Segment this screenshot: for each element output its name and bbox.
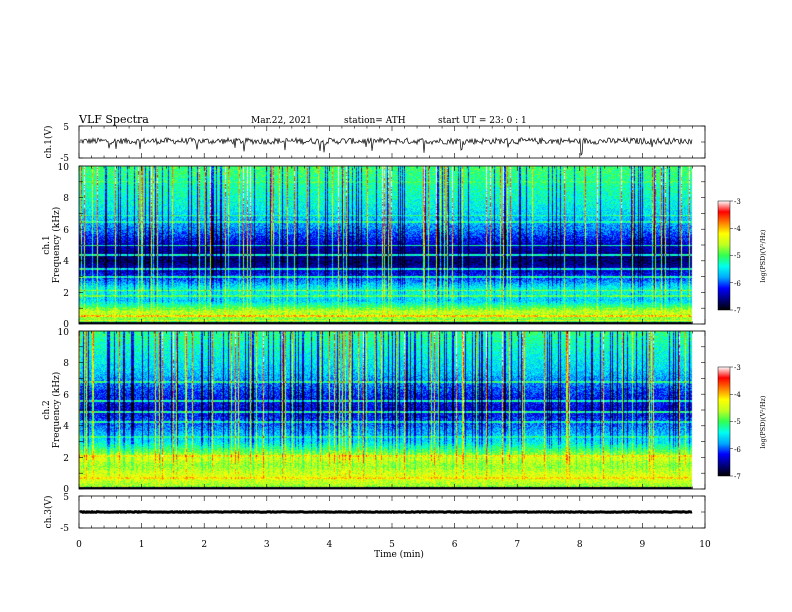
time-tick-label: 6 (452, 540, 458, 550)
ch2-ytick-2: 2 (63, 454, 69, 464)
ch1-colorbar-ticks (730, 200, 733, 311)
ch1-waveform-ylabel: ch.1(V) (43, 126, 54, 159)
ch2-colorbar-ticks (730, 366, 733, 477)
ch3-waveform-panel: 5 -5 ch.3(V) (43, 493, 706, 534)
time-tick-label: 3 (264, 540, 270, 550)
ch2-spectrogram-ylabel-channel: ch.2 (42, 400, 52, 419)
ch2-cb-tick-m7: -7 (734, 473, 741, 481)
ch2-colorbar: -3 -4 -5 -6 -7 log(PSD)(V²/Hz) (717, 364, 767, 481)
ch1-cb-tick-m4: -4 (734, 225, 741, 233)
ch1-cb-tick-m6: -6 (734, 280, 741, 288)
ch1-cb-tick-m5: -5 (734, 252, 741, 260)
ch1-ytick-4: 4 (63, 257, 69, 267)
ch3-waveform-ylabel: ch.3(V) (43, 496, 54, 529)
ch1-ytick-0: 0 (63, 320, 69, 330)
ch1-ytick-top: 5 (63, 123, 69, 133)
ch2-spectrogram-image (79, 331, 693, 489)
time-tick-label: 7 (514, 540, 520, 550)
time-axis: 0 1 2 3 4 5 6 7 8 9 10 (76, 540, 711, 550)
ch1-ytick-6: 6 (63, 226, 69, 236)
ch3-waveform-trace (79, 509, 693, 515)
time-tick-label: 10 (699, 540, 711, 550)
ch1-spectrogram-image (79, 166, 693, 324)
start-ut-label: start UT = 23: 0 : 1 (438, 116, 527, 126)
ch2-spectrogram-ylabel-frequency: Frequency (kHz) (51, 372, 62, 449)
ch1-waveform-ticks (78, 125, 706, 159)
ch2-ytick-8: 8 (63, 359, 69, 369)
ch3-ytick-top: 5 (63, 493, 69, 503)
ch1-colorbar-label: log(PSD)(V²/Hz) (759, 229, 767, 282)
ch2-cb-tick-m3: -3 (734, 364, 741, 372)
ch1-colorbar: -3 -4 -5 -6 -7 log(PSD)(V²/Hz) (717, 198, 767, 315)
ch1-cb-tick-m7: -7 (734, 307, 741, 315)
ch1-spectrogram-ylabel-frequency: Frequency (kHz) (51, 207, 62, 284)
ch1-ytick-8: 8 (63, 194, 69, 204)
ch2-ytick-0: 0 (63, 485, 69, 495)
ch2-colorbar-gradient (717, 366, 731, 477)
ch2-ytick-4: 4 (63, 422, 69, 432)
time-tick-label: 8 (577, 540, 583, 550)
time-tick-label: 4 (327, 540, 333, 550)
time-tick-label: 5 (389, 540, 395, 550)
time-tick-label: 2 (201, 540, 207, 550)
ch2-cb-tick-m5: -5 (734, 418, 741, 426)
ch1-waveform-panel: 5 -5 ch.1(V) (43, 123, 706, 164)
ch2-ytick-6: 6 (63, 391, 69, 401)
ch3-ytick-bottom: -5 (60, 524, 69, 534)
ch2-colorbar-label: log(PSD)(V²/Hz) (759, 395, 767, 448)
ch1-colorbar-gradient (717, 200, 731, 311)
ch1-waveform-trace (79, 136, 693, 156)
ch2-cb-tick-m4: -4 (734, 391, 741, 399)
figure-title: VLF Spectra (78, 113, 149, 126)
ch1-spectrogram-ylabel-channel: ch.1 (42, 235, 52, 254)
ch2-spectrogram-panel: 10 8 6 4 2 0 ch.2 Frequency (kHz) (42, 328, 706, 495)
ch1-ytick-bottom: -5 (60, 154, 69, 164)
date-label: Mar.22, 2021 (251, 116, 312, 126)
ch1-cb-tick-m3: -3 (734, 198, 741, 206)
ch2-ytick-10: 10 (58, 328, 70, 338)
ch1-ytick-2: 2 (63, 289, 69, 299)
ch2-cb-tick-m6: -6 (734, 446, 741, 454)
ch1-ytick-10: 10 (58, 163, 70, 173)
ch2-spectrogram-ticks (78, 330, 706, 490)
ch3-waveform-ticks (78, 495, 706, 529)
time-tick-label: 1 (139, 540, 145, 550)
time-axis-label: Time (min) (374, 549, 424, 560)
station-label: station= ATH (344, 116, 406, 126)
ch1-spectrogram-ticks (78, 165, 706, 325)
ch1-spectrogram-panel: 10 8 6 4 2 0 ch.1 Frequency (kHz) (42, 163, 706, 330)
time-tick-label: 9 (640, 540, 646, 550)
time-tick-label: 0 (76, 540, 82, 550)
